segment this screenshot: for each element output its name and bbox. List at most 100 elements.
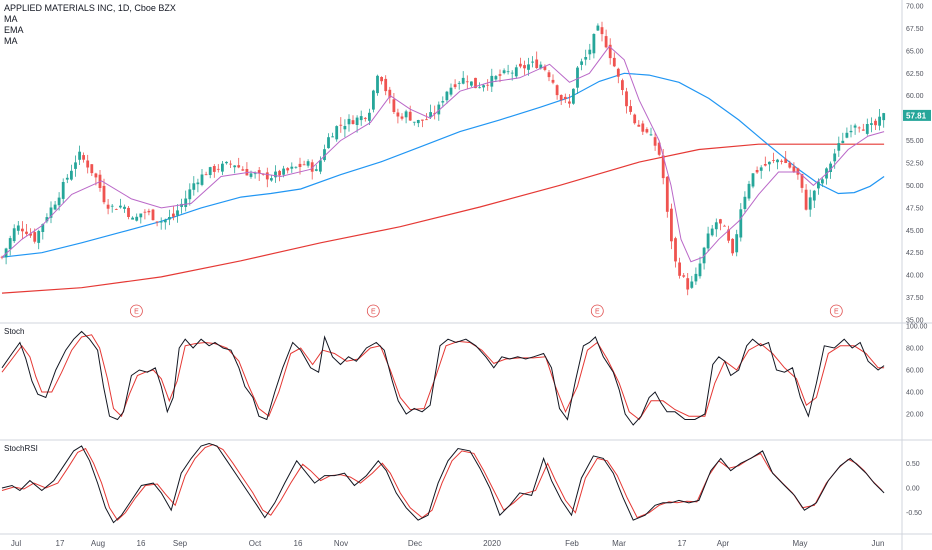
candle-body xyxy=(261,174,265,175)
time-tick-label: Sep xyxy=(173,539,188,548)
ema-series xyxy=(1,72,885,258)
earnings-marker[interactable] xyxy=(590,304,604,318)
time-tick-label: Nov xyxy=(334,539,348,548)
earnings-marker[interactable] xyxy=(829,304,843,318)
candle-body xyxy=(563,96,567,99)
candle-body xyxy=(368,112,371,121)
candle-body xyxy=(429,112,432,118)
candle-body xyxy=(212,166,216,172)
candle-body xyxy=(845,132,849,138)
candle-body xyxy=(616,68,620,77)
candle-body xyxy=(155,221,159,223)
candle-body xyxy=(359,116,363,121)
indicator-ma-fast[interactable]: MA xyxy=(4,14,18,24)
candle-body xyxy=(874,120,877,126)
last-price-tag-bg xyxy=(903,109,931,121)
candle-body xyxy=(351,120,355,124)
candle-body xyxy=(208,167,212,175)
candle-body xyxy=(878,116,881,126)
candle-body xyxy=(559,95,563,101)
candle-body xyxy=(225,161,228,164)
candle-body xyxy=(690,281,694,288)
earnings-marker-label: E xyxy=(371,309,376,316)
candle-body xyxy=(408,111,412,121)
stoch-tick-label: 20.00 xyxy=(906,412,924,419)
candle-body xyxy=(25,231,28,234)
candle-body xyxy=(265,172,269,180)
candle-body xyxy=(678,262,681,276)
price-tick-label: 47.50 xyxy=(906,205,924,212)
candle-body xyxy=(159,221,163,223)
stoch-tick-label: 100.00 xyxy=(906,324,928,331)
candle-body xyxy=(657,142,661,155)
stochrsi-pane-title[interactable]: StochRSI xyxy=(4,444,38,453)
candle-body xyxy=(421,119,424,121)
candle-body xyxy=(302,164,306,166)
candle-body xyxy=(882,113,886,121)
candle-body xyxy=(604,36,608,48)
candle-body xyxy=(470,81,473,86)
candle-body xyxy=(719,219,722,224)
indicator-ema[interactable]: EMA xyxy=(4,25,24,35)
candle-body xyxy=(706,233,710,249)
candle-body xyxy=(131,217,134,220)
time-tick-label: 16 xyxy=(294,539,303,548)
candle-body xyxy=(837,143,841,151)
candle-body xyxy=(180,203,183,207)
candle-body xyxy=(776,159,779,163)
price-tick-label: 40.00 xyxy=(906,273,924,280)
candle-body xyxy=(37,230,41,243)
candle-body xyxy=(759,167,763,171)
candle-body xyxy=(343,126,347,130)
candle-body xyxy=(82,155,85,160)
last-price-label: 57.81 xyxy=(906,111,927,120)
price-tick-label: 67.50 xyxy=(906,26,924,33)
candle-body xyxy=(331,136,334,138)
earnings-marker[interactable] xyxy=(129,304,143,318)
indicator-ma-slow[interactable]: MA xyxy=(4,36,18,46)
candle-body xyxy=(355,117,359,125)
price-tick-label: 62.50 xyxy=(906,71,924,78)
candle-body xyxy=(319,160,322,172)
candle-body xyxy=(853,125,857,128)
candle-body xyxy=(49,207,53,218)
candle-body xyxy=(531,61,534,63)
candle-body xyxy=(449,87,453,95)
candle-body xyxy=(772,160,775,161)
candle-body xyxy=(821,179,824,184)
candle-body xyxy=(621,80,624,90)
stoch-series xyxy=(1,330,885,426)
candle-body xyxy=(123,206,126,209)
candle-body xyxy=(682,275,686,277)
candle-body xyxy=(306,161,310,166)
stochrsi-axis[interactable]: -0.50 0.00 0.50 xyxy=(906,461,922,517)
candle-body xyxy=(653,137,657,146)
symbol-title[interactable]: APPLIED MATERIALS INC, 1D, Cboe BZX xyxy=(4,3,176,13)
candle-body xyxy=(739,209,743,238)
candle-body xyxy=(465,81,469,83)
candle-body xyxy=(572,88,575,104)
candle-body xyxy=(849,130,853,133)
earnings-marker[interactable] xyxy=(366,304,380,318)
candle-body xyxy=(608,44,612,59)
candle-body xyxy=(670,208,673,242)
stoch-axis[interactable]: 20.00 40.00 60.00 80.00 100.00 xyxy=(906,324,928,419)
candle-body xyxy=(629,106,632,112)
candle-body xyxy=(694,273,698,282)
candle-body xyxy=(323,149,326,161)
candle-body xyxy=(233,165,237,168)
stoch-d-line xyxy=(1,334,885,421)
candle-body xyxy=(257,170,261,174)
time-tick-label: Dec xyxy=(408,539,422,548)
time-axis[interactable]: Jul 17 Aug 16 Sep Oct 16 Nov Dec 2020 Feb Mar 17 Apr M… xyxy=(11,539,885,548)
candle-body xyxy=(298,163,302,167)
price-tick-label: 52.50 xyxy=(906,161,924,168)
stochrsi-tick-label: 0.50 xyxy=(906,461,920,468)
price-axis[interactable]: 35.00 37.50 40.00 42.50 45.00 47.50 50.00 52.50… xyxy=(906,4,924,325)
stoch-pane-title[interactable]: Stoch xyxy=(4,327,25,336)
candle-body xyxy=(445,91,449,101)
candle-body xyxy=(216,168,220,170)
candle-body xyxy=(65,177,69,180)
